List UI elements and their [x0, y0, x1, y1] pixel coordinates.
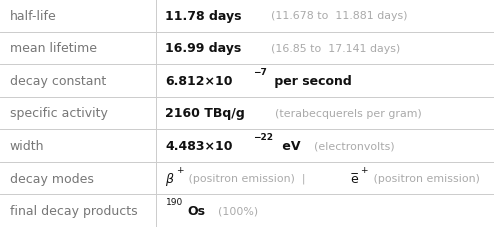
Text: decay constant: decay constant	[10, 75, 106, 88]
Text: +: +	[176, 165, 183, 174]
Text: per second: per second	[271, 75, 352, 88]
Text: 11.78 days: 11.78 days	[165, 10, 242, 23]
Text: (100%): (100%)	[211, 206, 258, 216]
Text: 16.99 days: 16.99 days	[165, 42, 242, 55]
Text: decay modes: decay modes	[10, 172, 94, 185]
Text: (16.85 to  17.141 days): (16.85 to 17.141 days)	[264, 44, 400, 54]
Text: 190: 190	[165, 197, 183, 206]
Text: width: width	[10, 139, 44, 152]
Text: −7: −7	[252, 67, 266, 76]
Text: e̅: e̅	[350, 172, 358, 185]
Text: −22: −22	[252, 132, 273, 141]
Text: mean lifetime: mean lifetime	[10, 42, 97, 55]
Text: (positron emission): (positron emission)	[370, 173, 480, 183]
Text: 6.812×10: 6.812×10	[165, 75, 233, 88]
Text: (11.678 to  11.881 days): (11.678 to 11.881 days)	[264, 11, 408, 21]
Text: 4.483×10: 4.483×10	[165, 139, 233, 152]
Text: +: +	[360, 165, 368, 174]
Text: 2160 TBq/g: 2160 TBq/g	[165, 107, 245, 120]
Text: specific activity: specific activity	[10, 107, 108, 120]
Text: eV: eV	[279, 139, 301, 152]
Text: half-life: half-life	[10, 10, 57, 23]
Text: β: β	[165, 172, 173, 185]
Text: (electronvolts): (electronvolts)	[307, 141, 395, 151]
Text: (positron emission)  |: (positron emission) |	[185, 173, 313, 184]
Text: (terabecquerels per gram): (terabecquerels per gram)	[268, 109, 422, 118]
Text: final decay products: final decay products	[10, 204, 137, 217]
Text: Os: Os	[188, 204, 206, 217]
